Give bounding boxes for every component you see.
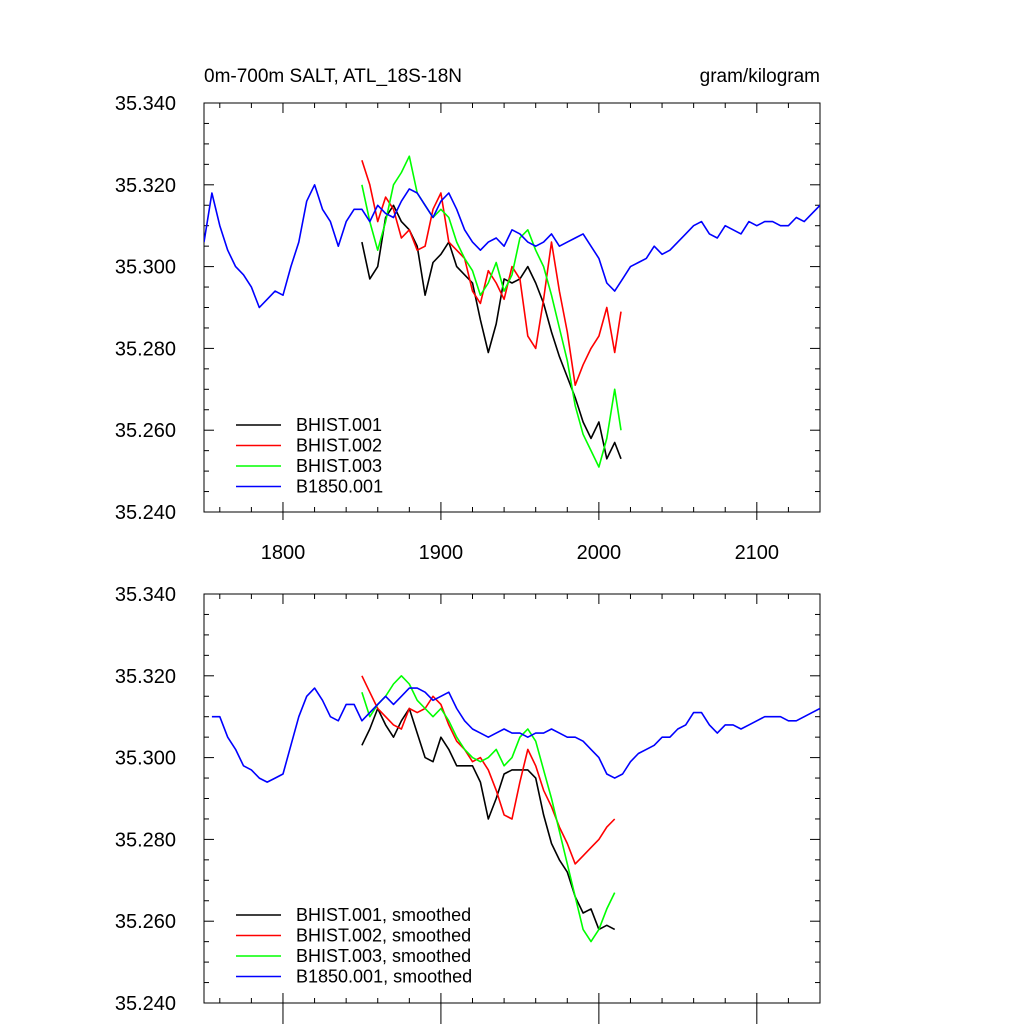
chart-title: 0m-700m SALT, ATL_18S-18N [204, 66, 462, 87]
y-tick-label: 35.260 [115, 911, 176, 933]
y-tick-label: 35.260 [115, 420, 176, 442]
legend-label: BHIST.003, smoothed [296, 946, 471, 966]
series-line-bhist-002 [361, 160, 622, 387]
x-tick-label: 1800 [261, 542, 306, 564]
legend-label: BHIST.001, smoothed [296, 905, 471, 925]
series-line-bhist-001-smoothed [361, 707, 616, 931]
y-tick-label: 35.240 [115, 502, 176, 524]
series-line-bhist-003 [361, 155, 622, 468]
series-line-b1850-001-smoothed [211, 687, 820, 783]
legend-label: BHIST.002, smoothed [296, 926, 471, 946]
series-line-bhist-002-smoothed [361, 675, 616, 865]
y-tick-label: 35.320 [115, 666, 176, 688]
y-tick-label: 35.300 [115, 257, 176, 279]
series-line-bhist-001 [361, 204, 622, 460]
y-tick-label: 35.300 [115, 748, 176, 770]
legend-label: B1850.001, smoothed [296, 967, 472, 987]
units-label: gram/kilogram [700, 66, 820, 87]
legend-label: B1850.001 [296, 477, 383, 497]
y-tick-label: 35.280 [115, 338, 176, 360]
bottom-panel: 35.240 35.260 35.280 35.300 35.320 35.340 BHIS… [115, 584, 821, 1024]
x-tick-label: 2100 [735, 542, 780, 564]
legend-label: BHIST.001 [296, 415, 382, 435]
y-tick-label: 35.320 [115, 175, 176, 197]
series-line-bhist-003-smoothed [361, 674, 616, 943]
legend-label: BHIST.002 [296, 436, 382, 456]
top-panel: 35.240 35.260 35.280 35.300 35.320 35.340 1800… [115, 93, 821, 564]
y-tick-label: 35.340 [115, 93, 176, 115]
series-line-b1850-001 [204, 184, 820, 309]
series-group [204, 155, 820, 468]
series-group [211, 674, 820, 943]
x-tick-label: 2000 [577, 542, 622, 564]
legend-label: BHIST.003 [296, 456, 382, 476]
y-tick-label: 35.280 [115, 829, 176, 851]
y-tick-label: 35.240 [115, 993, 176, 1015]
y-tick-label: 35.340 [115, 584, 176, 606]
x-tick-label: 1900 [419, 542, 464, 564]
